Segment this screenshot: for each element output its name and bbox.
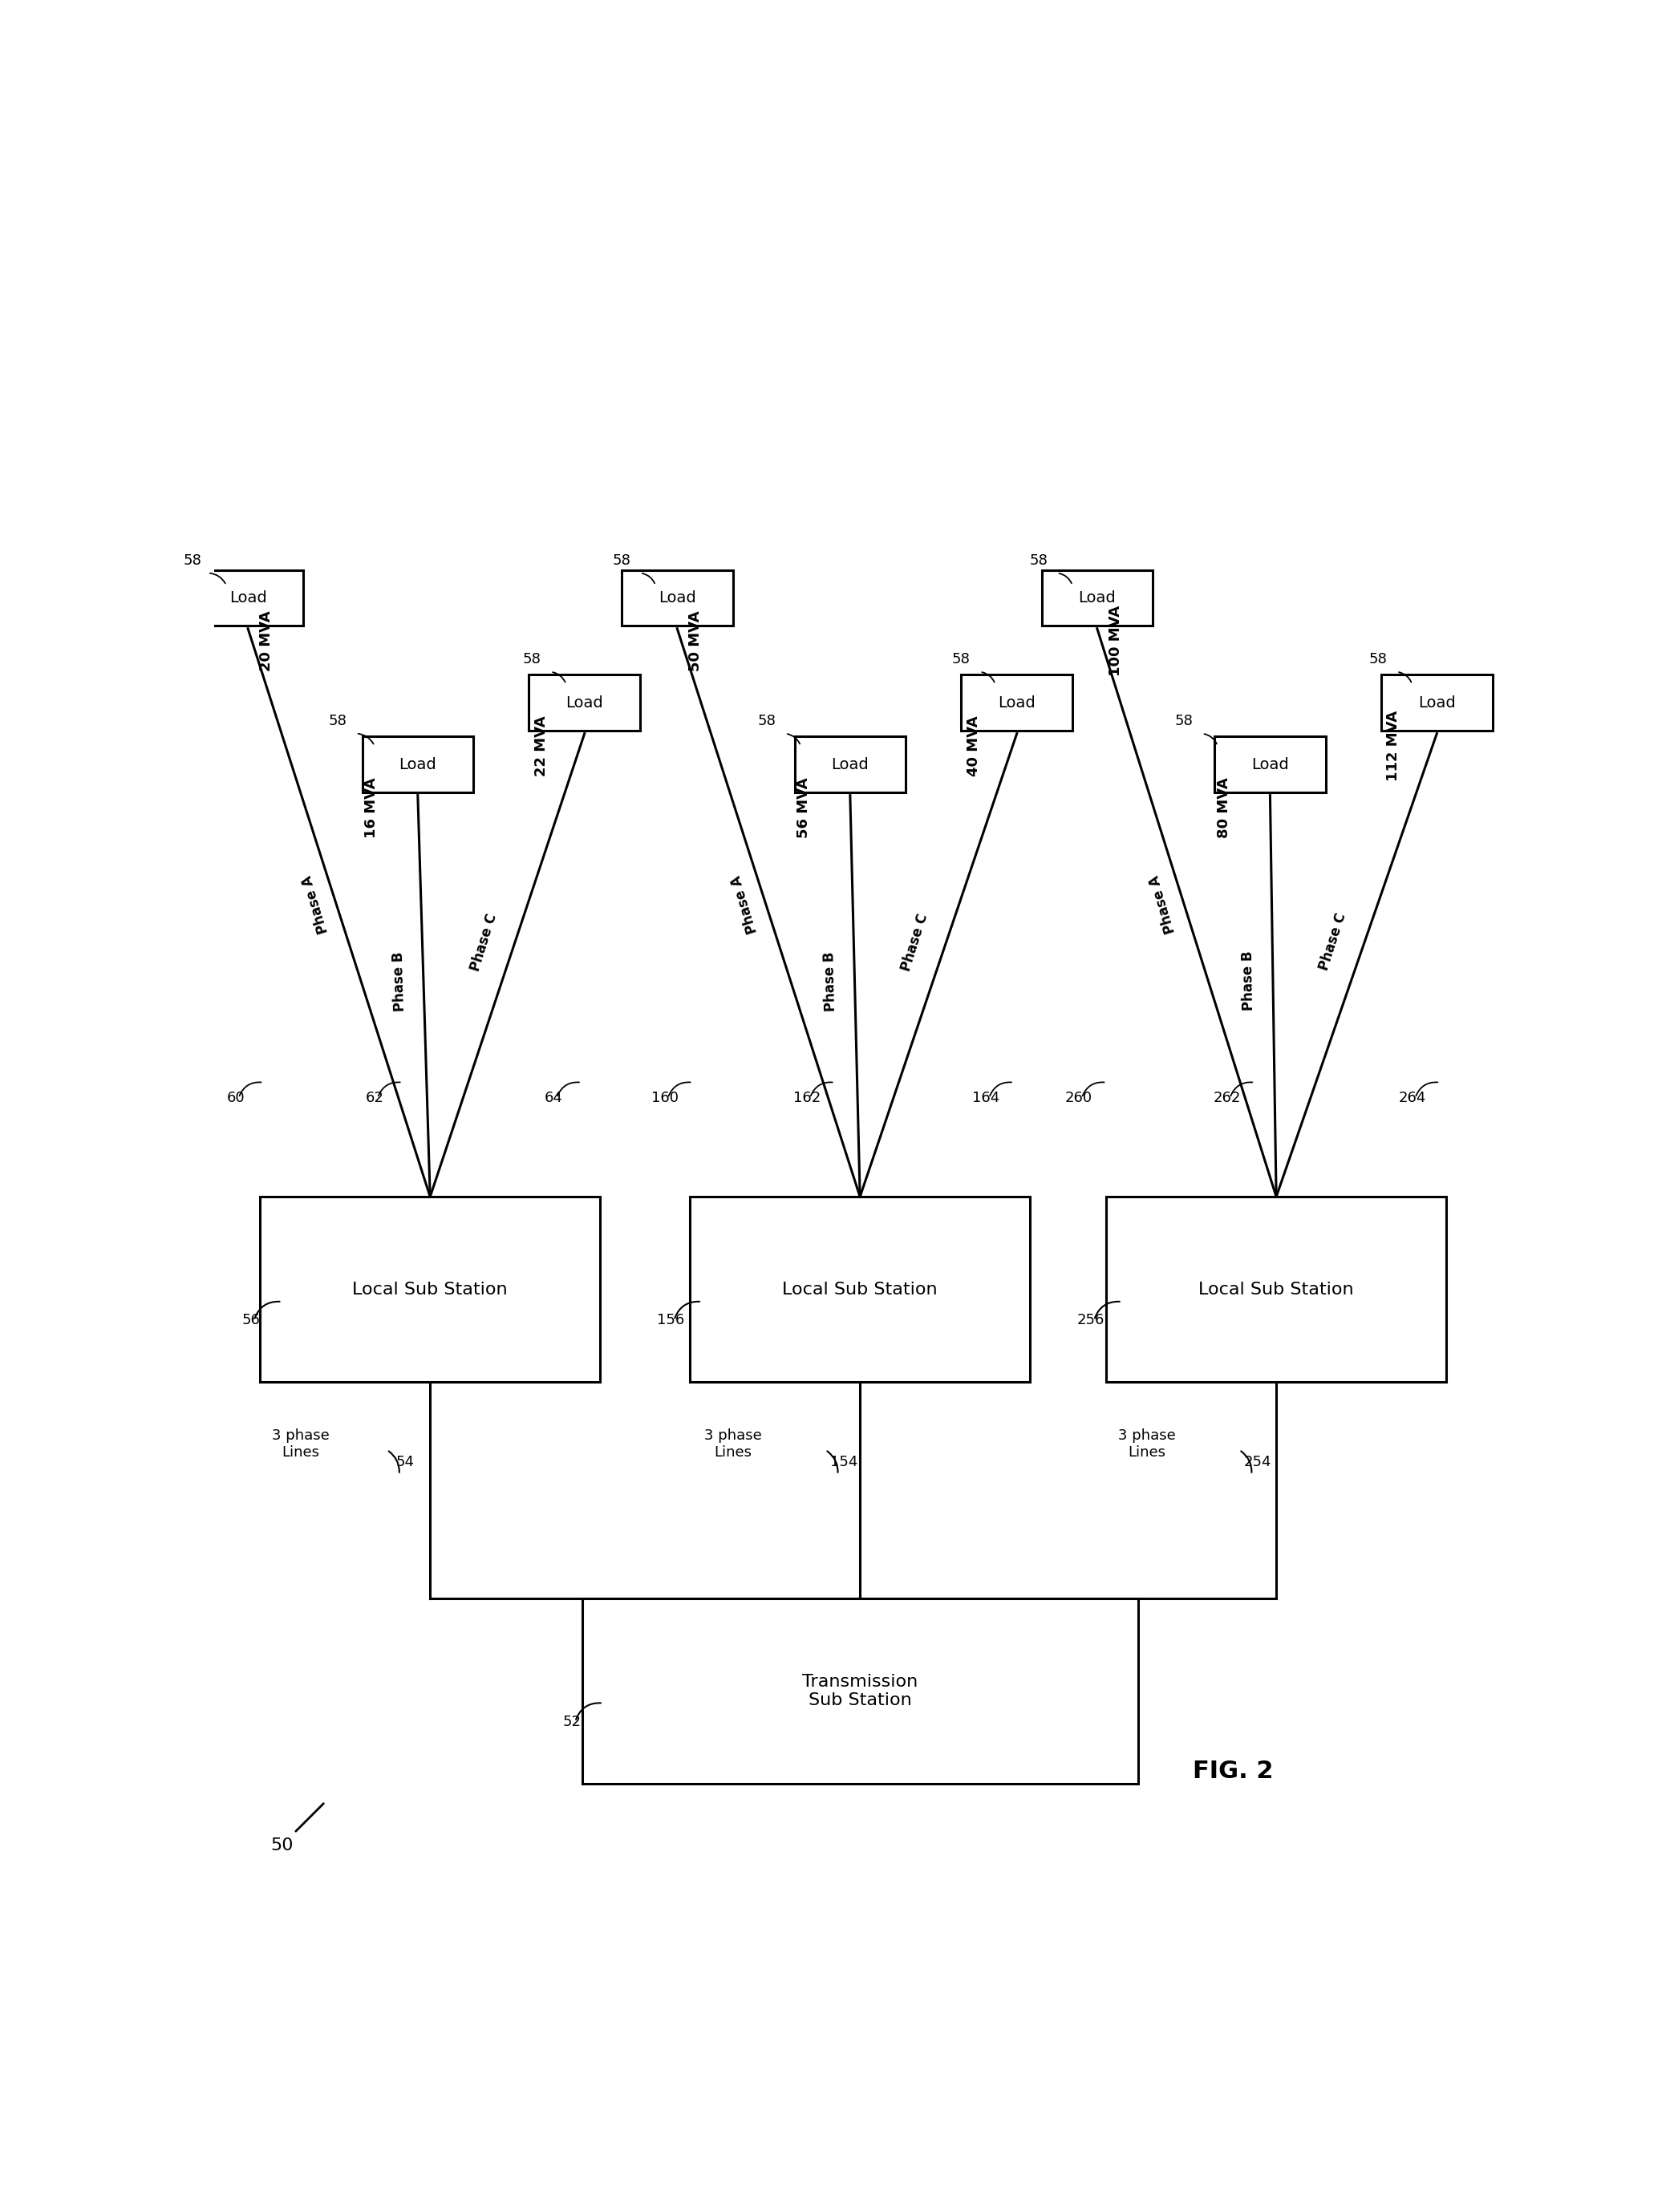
Bar — [362, 737, 473, 792]
Text: Phase B: Phase B — [822, 951, 839, 1011]
Text: 16 MVA: 16 MVA — [364, 776, 379, 838]
Text: 58: 58 — [329, 714, 347, 728]
Text: 264: 264 — [1398, 1091, 1426, 1106]
Bar — [1381, 675, 1492, 730]
Bar — [260, 1197, 601, 1382]
Text: 58: 58 — [1369, 653, 1388, 666]
Text: 262: 262 — [1213, 1091, 1240, 1106]
Text: 3 phase
Lines: 3 phase Lines — [1118, 1429, 1175, 1460]
Text: Load: Load — [230, 591, 267, 606]
Text: 40 MVA: 40 MVA — [967, 714, 982, 776]
Text: 256: 256 — [1077, 1314, 1104, 1327]
Text: 58: 58 — [757, 714, 775, 728]
Text: 260: 260 — [1066, 1091, 1092, 1106]
Text: 58: 58 — [1175, 714, 1193, 728]
Bar — [794, 737, 906, 792]
Text: 112 MVA: 112 MVA — [1386, 710, 1401, 781]
Text: FIG. 2: FIG. 2 — [1193, 1759, 1274, 1783]
Text: 22 MVA: 22 MVA — [534, 714, 549, 776]
Text: Transmission
Sub Station: Transmission Sub Station — [802, 1674, 918, 1708]
Bar — [621, 571, 733, 626]
Bar — [529, 675, 639, 730]
Text: 100 MVA: 100 MVA — [1109, 606, 1123, 677]
Text: 80 MVA: 80 MVA — [1217, 776, 1232, 838]
Text: 58: 58 — [612, 553, 631, 568]
Text: 58: 58 — [183, 553, 201, 568]
Text: Phase C: Phase C — [899, 911, 931, 973]
Text: 160: 160 — [651, 1091, 678, 1106]
Text: Load: Load — [831, 757, 869, 772]
Text: 20 MVA: 20 MVA — [258, 611, 274, 670]
Text: Phase A: Phase A — [300, 874, 331, 936]
Bar — [1106, 1197, 1446, 1382]
Text: Phase C: Phase C — [468, 911, 500, 973]
Text: 58: 58 — [524, 653, 542, 666]
Text: 64: 64 — [544, 1091, 562, 1106]
Text: 58: 58 — [1029, 553, 1047, 568]
Text: 50 MVA: 50 MVA — [688, 611, 703, 670]
Text: 54: 54 — [396, 1455, 414, 1469]
Text: 50: 50 — [270, 1838, 294, 1854]
Bar — [961, 675, 1072, 730]
Text: 254: 254 — [1243, 1455, 1272, 1469]
Text: Load: Load — [565, 695, 604, 710]
Bar — [193, 571, 304, 626]
Bar — [1215, 737, 1326, 792]
Text: Local Sub Station: Local Sub Station — [1198, 1281, 1354, 1298]
Text: 62: 62 — [366, 1091, 384, 1106]
Text: 156: 156 — [658, 1314, 685, 1327]
Text: 52: 52 — [562, 1714, 581, 1730]
Text: Local Sub Station: Local Sub Station — [352, 1281, 508, 1298]
Text: Load: Load — [998, 695, 1035, 710]
Bar — [582, 1597, 1138, 1783]
Text: Phase A: Phase A — [730, 874, 760, 936]
Text: Load: Load — [658, 591, 696, 606]
Text: Phase B: Phase B — [1240, 951, 1257, 1011]
Text: 162: 162 — [794, 1091, 821, 1106]
Text: Load: Load — [399, 757, 436, 772]
Bar — [690, 1197, 1030, 1382]
Text: 56: 56 — [242, 1314, 260, 1327]
Text: 3 phase
Lines: 3 phase Lines — [705, 1429, 762, 1460]
Text: Local Sub Station: Local Sub Station — [782, 1281, 938, 1298]
Text: 164: 164 — [972, 1091, 1000, 1106]
Text: Phase C: Phase C — [1317, 911, 1349, 973]
Text: 154: 154 — [831, 1455, 857, 1469]
Bar — [1042, 571, 1153, 626]
Text: 60: 60 — [227, 1091, 245, 1106]
Text: Phase A: Phase A — [1148, 874, 1178, 936]
Text: Load: Load — [1079, 591, 1116, 606]
Text: 58: 58 — [951, 653, 970, 666]
Text: 3 phase
Lines: 3 phase Lines — [272, 1429, 329, 1460]
Text: Load: Load — [1252, 757, 1289, 772]
Text: Load: Load — [1418, 695, 1455, 710]
Text: Phase B: Phase B — [391, 951, 408, 1011]
Text: 56 MVA: 56 MVA — [797, 776, 810, 838]
